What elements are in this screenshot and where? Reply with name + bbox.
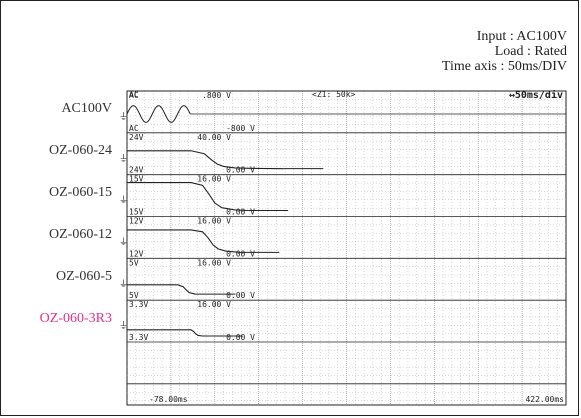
channel-top-left: AC bbox=[129, 91, 139, 100]
series-oz-060-24 bbox=[127, 150, 284, 170]
series-oz-060-5 bbox=[127, 284, 196, 295]
channel-top-left: 12V bbox=[129, 217, 144, 226]
channel-bottom-left: 3.3V bbox=[129, 333, 148, 342]
channel-bottom-left: 12V bbox=[129, 249, 144, 258]
series-oz-060-12 bbox=[127, 229, 240, 253]
ground-marker: ⏚ bbox=[119, 195, 128, 206]
series-ac100v bbox=[126, 105, 191, 123]
channel-bottom-scale: 0.00 V bbox=[226, 166, 255, 175]
channel-bottom-left: 24V bbox=[129, 166, 144, 175]
ground-marker: ⏚ bbox=[119, 111, 128, 122]
channel-top-scale: .800 V bbox=[202, 91, 231, 100]
channel-top-left: 15V bbox=[129, 175, 144, 184]
channel-label: OZ-060-5 bbox=[56, 268, 112, 284]
channel-label: AC100V bbox=[61, 101, 112, 117]
channel-top-scale: 16.00 V bbox=[197, 300, 231, 309]
test-conditions: Input : AC100V Load : Rated Time axis : … bbox=[442, 29, 567, 74]
channel-bottom-scale: -800 V bbox=[226, 124, 255, 133]
channel-top-scale: 16.00 V bbox=[197, 258, 231, 267]
ground-marker: ⏚ bbox=[119, 321, 128, 332]
condition-time-axis: Time axis : 50ms/DIV bbox=[441, 59, 567, 74]
channel-bottom-left: 5V bbox=[129, 291, 139, 300]
channel-label: OZ-060-15 bbox=[49, 185, 112, 201]
channel-label: OZ-060-24 bbox=[49, 143, 112, 159]
series-oz-060-3r3 bbox=[127, 329, 203, 337]
series-oz-060-15 bbox=[127, 181, 249, 212]
screen-header-left: AC bbox=[129, 90, 139, 99]
channel-bottom-left: AC bbox=[129, 124, 139, 133]
channel-bottom-scale: 0.00 V bbox=[226, 208, 255, 217]
channel-bottom-left: 15V bbox=[129, 208, 144, 217]
condition-input: Input : AC100V bbox=[476, 29, 567, 44]
condition-load: Load : Rated bbox=[494, 44, 567, 59]
screen-header-right: ↔50ms/div bbox=[509, 89, 563, 101]
screen-header-mid: <Z1: 50k> bbox=[312, 90, 356, 99]
channel-top-left: 3.3V bbox=[129, 300, 148, 309]
ground-marker: ⏚ bbox=[119, 237, 128, 248]
channel-bottom-scale: 0.00 V bbox=[226, 291, 255, 300]
channel-top-scale: 16.00 V bbox=[197, 175, 231, 184]
channel-top-scale: 40.00 V bbox=[197, 133, 231, 142]
time-end-label: 422.00ms bbox=[525, 395, 564, 404]
channel-bottom-scale: 0.00 V bbox=[226, 333, 255, 342]
time-start-label: -78.00ms bbox=[149, 395, 188, 404]
channel-top-left: 24V bbox=[129, 133, 144, 142]
channel-bottom-scale: 0.00 V bbox=[226, 249, 255, 258]
channel-top-scale: 16.00 V bbox=[197, 217, 231, 226]
channel-top-left: 5V bbox=[129, 258, 139, 267]
ground-marker: ⏚ bbox=[119, 279, 128, 290]
ground-marker: ⏚ bbox=[119, 153, 128, 164]
channel-label: OZ-060-3R3 bbox=[39, 310, 112, 326]
channel-label: OZ-060-12 bbox=[49, 226, 112, 242]
